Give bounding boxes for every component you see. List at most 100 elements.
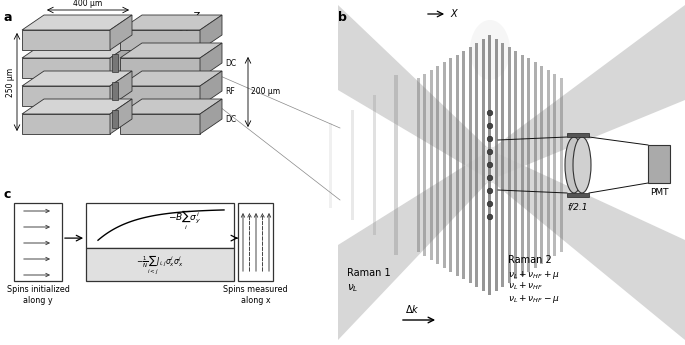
Polygon shape [490, 150, 685, 340]
Circle shape [487, 188, 493, 194]
Bar [553, 74, 556, 256]
Bar [443, 62, 446, 268]
Bar [567, 133, 589, 137]
Polygon shape [22, 15, 132, 30]
Text: $-\frac{1}{N}\sum_{i<j} J_{i,j}\sigma_x^i\sigma_x^j$: $-\frac{1}{N}\sum_{i<j} J_{i,j}\sigma_x^… [136, 253, 184, 276]
Polygon shape [120, 99, 222, 114]
Bar [449, 58, 453, 272]
Text: $\nu_L + \nu_{HF} - \mu$: $\nu_L + \nu_{HF} - \mu$ [508, 293, 560, 305]
Text: PMT: PMT [650, 188, 669, 197]
Bar [112, 54, 118, 72]
Bar [436, 66, 440, 264]
Polygon shape [338, 5, 490, 180]
Text: DC: DC [225, 59, 236, 69]
Polygon shape [120, 30, 200, 50]
Bar [395, 75, 399, 255]
Bar [373, 95, 376, 235]
Polygon shape [110, 71, 132, 106]
Bar [527, 58, 530, 272]
Ellipse shape [565, 137, 583, 193]
Text: X: X [450, 9, 457, 19]
Text: 250 μm: 250 μm [6, 67, 15, 97]
Circle shape [487, 175, 493, 181]
Bar [501, 43, 504, 287]
Bar [475, 43, 479, 287]
Circle shape [487, 214, 493, 220]
Polygon shape [120, 114, 200, 134]
Bar [456, 55, 459, 276]
Polygon shape [490, 5, 685, 180]
Bar [521, 55, 524, 276]
Bar [540, 66, 543, 264]
Circle shape [487, 201, 493, 207]
Text: c: c [4, 188, 12, 201]
Bar [86, 203, 234, 248]
Bar [238, 203, 273, 281]
Polygon shape [338, 150, 490, 340]
Text: 400 μm: 400 μm [73, 0, 103, 8]
Polygon shape [120, 15, 222, 30]
Bar [534, 62, 537, 268]
Ellipse shape [573, 137, 591, 193]
Bar [417, 78, 420, 252]
Polygon shape [22, 71, 132, 86]
Bar [112, 110, 118, 128]
Text: f/2.1: f/2.1 [568, 203, 588, 212]
Bar [351, 110, 354, 220]
Bar [488, 35, 492, 295]
Text: RF: RF [225, 88, 235, 97]
Bar [508, 47, 511, 283]
Polygon shape [110, 99, 132, 134]
Bar [495, 39, 498, 291]
Polygon shape [22, 86, 110, 106]
Bar [462, 51, 466, 279]
Bar [514, 51, 517, 279]
Polygon shape [22, 58, 110, 78]
Bar [469, 47, 472, 283]
Polygon shape [110, 43, 132, 78]
Polygon shape [200, 99, 222, 134]
Text: $\nu_L + \nu_{HF} + \mu$: $\nu_L + \nu_{HF} + \mu$ [508, 269, 560, 281]
Bar [423, 74, 427, 256]
Circle shape [487, 149, 493, 155]
Polygon shape [22, 43, 132, 58]
Polygon shape [485, 147, 495, 183]
Bar [329, 122, 332, 207]
Polygon shape [22, 114, 110, 134]
Bar [560, 78, 563, 252]
Circle shape [487, 136, 493, 142]
Bar [112, 82, 118, 100]
Bar [482, 39, 485, 291]
Text: Raman 2: Raman 2 [508, 255, 551, 265]
Bar [648, 145, 670, 183]
Polygon shape [200, 71, 222, 106]
Bar [14, 203, 62, 281]
Text: Spins initialized
along y: Spins initialized along y [7, 285, 69, 305]
Polygon shape [120, 71, 222, 86]
Circle shape [487, 123, 493, 129]
Bar [86, 248, 234, 281]
Text: $\Delta k$: $\Delta k$ [405, 303, 420, 315]
Text: b: b [338, 11, 347, 24]
Bar [567, 193, 589, 197]
Polygon shape [200, 43, 222, 78]
Text: a: a [4, 11, 12, 24]
Bar [547, 70, 550, 260]
Text: $-B\sum_i \sigma_y^i$: $-B\sum_i \sigma_y^i$ [169, 208, 202, 232]
Polygon shape [22, 99, 132, 114]
Polygon shape [22, 30, 110, 50]
Ellipse shape [470, 20, 510, 80]
Text: Raman 1: Raman 1 [347, 268, 390, 278]
Polygon shape [200, 15, 222, 50]
Polygon shape [110, 15, 132, 50]
Text: Spins measured
along x: Spins measured along x [223, 285, 288, 305]
Text: Z: Z [192, 12, 199, 22]
Circle shape [487, 110, 493, 116]
Text: DC: DC [225, 116, 236, 125]
Circle shape [487, 162, 493, 168]
Polygon shape [120, 86, 200, 106]
Text: $\nu_L$: $\nu_L$ [347, 282, 358, 294]
Polygon shape [120, 58, 200, 78]
Polygon shape [120, 43, 222, 58]
Text: $\nu_L + \nu_{HF}$: $\nu_L + \nu_{HF}$ [508, 281, 543, 293]
